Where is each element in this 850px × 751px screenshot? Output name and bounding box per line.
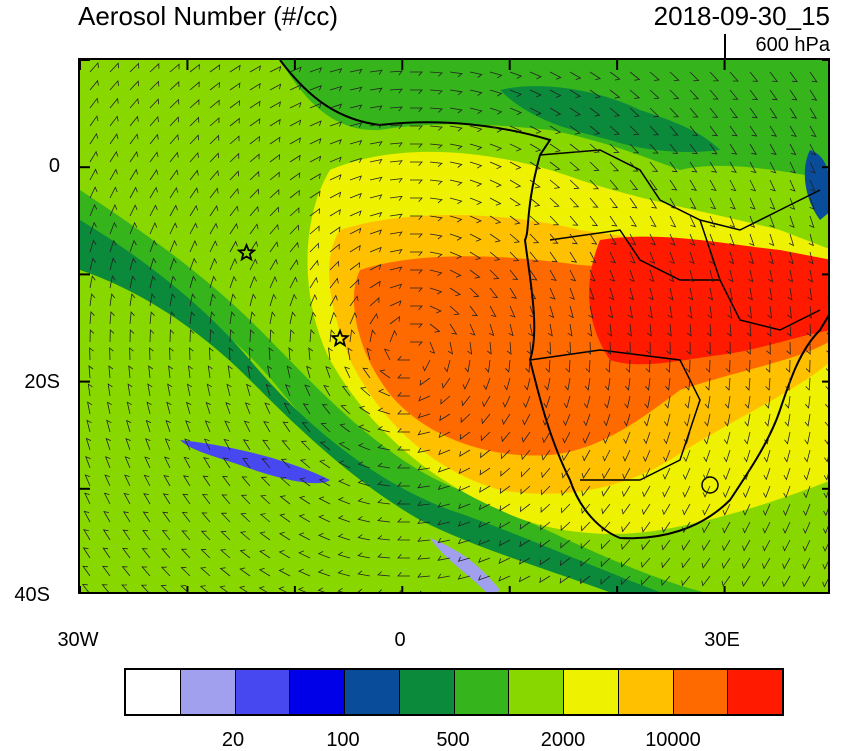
colorbar-swatch [345, 670, 400, 714]
colorbar-swatch [728, 670, 782, 714]
wind-barb [438, 592, 450, 594]
level-tick [724, 34, 726, 58]
map-panel [78, 58, 830, 594]
wind-barb [829, 234, 830, 246]
lat-label-40s: 40S [0, 585, 50, 605]
lon-label-0: 0 [360, 630, 440, 650]
wind-barb [828, 252, 830, 264]
wind-barb [829, 216, 830, 227]
colorbar-swatch [509, 670, 564, 714]
colorbar-swatch [126, 670, 181, 714]
colorbar [124, 668, 784, 716]
colorbar-label-100: 100 [303, 730, 383, 750]
colorbar-swatch [619, 670, 674, 714]
lat-label-20s: 20S [0, 372, 60, 392]
map-title: Aerosol Number (#/cc) [78, 2, 338, 30]
wind-barb [829, 198, 830, 209]
colorbar-label-500: 500 [413, 730, 493, 750]
lon-label-30w: 30W [38, 630, 118, 650]
wind-barb [479, 593, 490, 594]
map-datetime: 2018-09-30_15 [654, 2, 830, 30]
colorbar-swatch [400, 670, 455, 714]
colorbar-swatch [455, 670, 510, 714]
colorbar-label-20: 20 [193, 730, 273, 750]
colorbar-label-10000: 10000 [633, 730, 713, 750]
colorbar-swatch [290, 670, 345, 714]
colorbar-swatch [564, 670, 619, 714]
wind-barb [458, 592, 470, 594]
lat-label-0: 0 [0, 156, 60, 176]
colorbar-label-2000: 2000 [523, 730, 603, 750]
colorbar-swatch [674, 670, 729, 714]
wind-barb [828, 270, 830, 282]
pressure-level: 600 hPa [755, 34, 830, 56]
colorbar-swatch [181, 670, 236, 714]
colorbar-swatch [236, 670, 291, 714]
map-canvas [80, 60, 830, 594]
lon-label-30e: 30E [682, 630, 762, 650]
